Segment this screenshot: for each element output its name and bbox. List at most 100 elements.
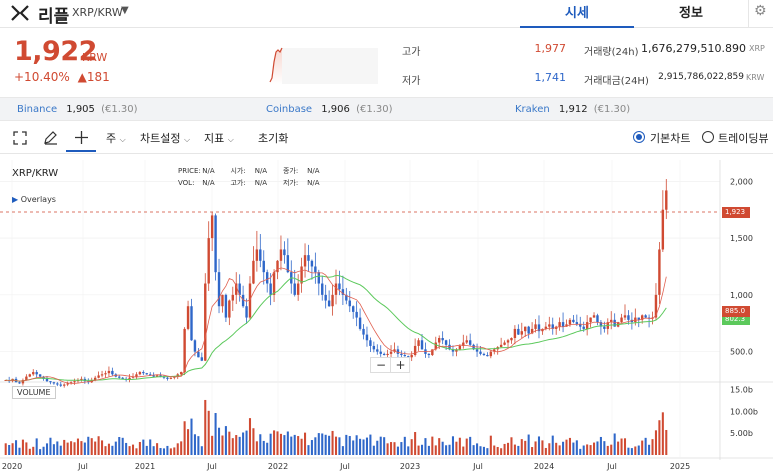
volume-bar	[434, 445, 437, 455]
volume-bar	[221, 435, 224, 455]
volume-bar	[173, 447, 176, 455]
indicators-menu[interactable]: 지표 ⌵	[204, 130, 234, 146]
candle-body	[138, 372, 142, 375]
zoom-out-button[interactable]: −	[375, 358, 387, 372]
price-change: +10.40% ▲181	[14, 70, 110, 84]
volume-bar	[200, 446, 203, 455]
volume-bar	[331, 430, 334, 455]
x-tick-label: Jul	[206, 462, 217, 471]
tab-quote[interactable]: 시세	[520, 2, 634, 28]
tradingview-label[interactable]: 트레이딩뷰	[718, 132, 769, 145]
volume-bar	[235, 435, 238, 455]
gear-icon[interactable]: ⚙	[754, 3, 767, 19]
volume-bar	[414, 432, 417, 455]
candle-body	[248, 283, 252, 318]
candle-body	[214, 215, 217, 273]
candle-body	[93, 377, 97, 380]
candle-body	[510, 338, 513, 341]
exchange-name[interactable]: Coinbase	[266, 104, 313, 115]
volume-bar	[517, 445, 520, 455]
fullscreen-icon[interactable]	[13, 131, 27, 145]
zoom-in-button[interactable]: +	[390, 358, 410, 372]
candle-body	[255, 249, 259, 261]
volume-bar	[169, 448, 172, 455]
overlays-toggle[interactable]: ▶ Overlays	[12, 195, 56, 204]
volume-bar	[400, 442, 403, 455]
volume-bar	[606, 445, 609, 455]
candle-body	[224, 294, 228, 318]
volume-bar	[376, 440, 379, 455]
candle-body	[458, 345, 462, 350]
candle-body	[438, 338, 441, 343]
candle-body	[142, 372, 145, 374]
x-tick-label: Jul	[472, 462, 483, 471]
price-chart[interactable]: 500.0 1,000 1,500 2,000 5.00b 10.00b 15.0b 20…	[0, 155, 773, 476]
candle-body	[21, 380, 25, 384]
tab-info[interactable]: 정보	[679, 6, 703, 21]
volume-bar	[83, 442, 86, 455]
crosshair-icon[interactable]	[74, 130, 89, 145]
volume-bar	[286, 431, 289, 455]
candle-body	[217, 272, 221, 307]
pair-dropdown-icon[interactable]: ▼	[121, 5, 129, 16]
volume-bar	[582, 445, 585, 455]
volume-bar	[613, 433, 616, 455]
volume-bar	[623, 438, 627, 455]
candle-body	[231, 294, 234, 301]
pencil-icon[interactable]	[43, 130, 58, 145]
chart-settings-menu[interactable]: 차트설정 ⌵	[140, 130, 190, 146]
volume-bar	[262, 440, 265, 455]
candle-body	[118, 376, 121, 378]
volume-tick-label: 10.00b	[730, 407, 758, 416]
candle-body	[520, 331, 523, 335]
basic-chart-radio[interactable]	[633, 131, 645, 143]
volume-bar	[524, 440, 527, 455]
volume-bar	[4, 443, 7, 455]
chart-grid	[0, 160, 773, 460]
exchange-name[interactable]: Kraken	[515, 104, 550, 115]
candle-body	[585, 322, 589, 329]
volume-unit: XRP	[749, 44, 765, 53]
info-close: N/A	[307, 167, 320, 175]
candle-body	[38, 374, 42, 377]
current-price: 1,922	[14, 36, 97, 67]
period-select[interactable]: 주 ⌵	[106, 130, 126, 146]
candle-body	[548, 324, 551, 327]
candle-body	[486, 355, 489, 357]
basic-chart-label[interactable]: 기본차트	[650, 132, 691, 145]
candle-body	[506, 340, 510, 343]
candle-body	[66, 383, 69, 385]
amount-unit: KRW	[746, 73, 765, 82]
volume-bar	[125, 442, 128, 455]
volume-bar	[348, 436, 351, 455]
volume-bar	[176, 443, 179, 455]
exchange-name[interactable]: Binance	[17, 104, 58, 115]
candle-body	[303, 255, 307, 267]
reset-button[interactable]: 초기화	[258, 132, 289, 145]
y-axis: 500.0 1,000 1,500 2,000	[730, 177, 753, 356]
candle-body	[427, 353, 431, 356]
info-vol: N/A	[202, 179, 215, 187]
volume-bar	[183, 421, 186, 455]
volume-bar	[56, 441, 59, 455]
candle-body	[128, 377, 131, 380]
info-price: N/A	[202, 167, 215, 175]
candle-body	[228, 300, 231, 318]
coin-name: 리플	[38, 7, 70, 27]
x-tick-label: 2020	[2, 462, 22, 471]
volume-bar	[431, 436, 434, 455]
volume-bar	[579, 448, 582, 455]
candle-body	[362, 328, 365, 335]
x-tick-label: Jul	[339, 462, 350, 471]
moving-average-long	[5, 274, 667, 382]
candle-body	[372, 345, 376, 350]
candle-body	[100, 374, 104, 376]
candle-body	[179, 372, 183, 375]
tradingview-radio[interactable]	[702, 131, 714, 143]
crosshair-active-indicator	[66, 150, 96, 152]
candle-body	[579, 324, 582, 327]
volume-bar	[654, 430, 657, 455]
volume-bar	[211, 435, 214, 455]
candle-body	[186, 306, 190, 329]
volume-label: VOLUME	[12, 386, 56, 399]
